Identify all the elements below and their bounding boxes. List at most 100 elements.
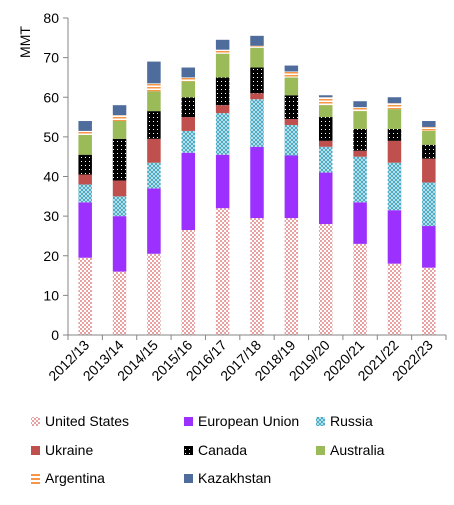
bar-segment-australia-2017-18 (250, 47, 264, 68)
bar-segment-canada-2017-18 (250, 67, 264, 94)
bar-segment-australia-2015-16 (181, 81, 196, 98)
legend-label-canada: Canada (198, 442, 247, 458)
bar-segment-united-states-2013-14 (112, 271, 127, 335)
bar-segment-ukraine-2015-16 (181, 117, 196, 131)
y-tick-label: 0 (51, 327, 59, 343)
y-tick-label: 20 (43, 248, 59, 264)
legend-swatch (184, 446, 193, 455)
bar-segment-russia-2019-20 (318, 146, 333, 173)
bar-segment-united-states-2018-19 (284, 218, 299, 335)
bar-segment-canada-2014-15 (147, 111, 161, 139)
bar-segment-kazakhstan-2021-22 (387, 97, 402, 104)
legend-swatch (316, 446, 325, 455)
bar-segment-united-states-2014-15 (147, 253, 161, 335)
bar-segment-australia-2013-14 (112, 121, 127, 139)
bar-segment-european-union-2022-23 (422, 226, 436, 268)
legend-label-australia: Australia (330, 442, 385, 458)
bar-segment-ukraine-2018-19 (284, 119, 299, 125)
bar-segment-kazakhstan-2022-23 (422, 121, 436, 127)
bar-segment-united-states-2012-13 (78, 257, 92, 335)
bar-segment-european-union-2012-13 (78, 202, 92, 258)
bar-segment-russia-2018-19 (284, 124, 299, 156)
bar-segment-canada-2015-16 (181, 97, 196, 118)
bar-segment-kazakhstan-2012-13 (78, 121, 92, 131)
bar-segment-australia-2020-21 (353, 111, 367, 129)
bar-segment-ukraine-2017-18 (250, 93, 264, 100)
bar-segment-ukraine-2019-20 (318, 140, 333, 147)
legend-label-russia: Russia (330, 413, 373, 429)
bar-segment-kazakhstan-2013-14 (112, 105, 127, 116)
bar-segment-argentina-2014-15 (147, 83, 161, 92)
bar-segment-australia-2019-20 (318, 105, 333, 118)
legend-swatch (31, 474, 40, 484)
bar-segment-australia-2012-13 (78, 134, 92, 155)
legend-label-ukraine: Ukraine (45, 442, 93, 458)
y-tick-label: 30 (43, 208, 59, 224)
bar-segment-australia-2014-15 (147, 91, 161, 112)
legend-swatch (31, 446, 40, 455)
bar-segment-argentina-2020-21 (353, 107, 367, 112)
bar-segment-australia-2022-23 (422, 130, 436, 145)
bar-segment-ukraine-2016-17 (215, 105, 230, 114)
bar-segment-argentina-2022-23 (422, 126, 436, 131)
bar-segment-russia-2015-16 (181, 130, 196, 153)
bar-segment-canada-2022-23 (422, 144, 436, 159)
bar-segment-european-union-2017-18 (250, 146, 264, 219)
bar-segment-kazakhstan-2020-21 (353, 101, 367, 108)
bar-segment-canada-2012-13 (78, 154, 92, 175)
bar-segment-kazakhstan-2015-16 (181, 67, 196, 78)
bar-segment-australia-2018-19 (284, 77, 299, 96)
bar-segment-kazakhstan-2014-15 (147, 61, 161, 84)
bar-segment-european-union-2015-16 (181, 152, 196, 230)
bar-segment-canada-2016-17 (215, 77, 230, 106)
bar-segment-argentina-2018-19 (284, 71, 299, 78)
legend-swatch (316, 417, 325, 426)
bar-segment-australia-2021-22 (387, 109, 402, 129)
legend: United States European Union Russia Ukraine… (31, 413, 385, 486)
bar-segment-european-union-2014-15 (147, 188, 161, 254)
bar-segment-ukraine-2021-22 (387, 140, 402, 163)
y-tick-label: 50 (43, 129, 59, 145)
bar-segment-russia-2021-22 (387, 162, 402, 211)
bar-segment-canada-2021-22 (387, 128, 402, 141)
bar-segment-united-states-2021-22 (387, 263, 402, 335)
bar-segment-kazakhstan-2016-17 (215, 39, 230, 50)
bar-segment-united-states-2017-18 (250, 218, 264, 335)
bar-segment-united-states-2015-16 (181, 229, 196, 335)
bar-segment-canada-2020-21 (353, 128, 367, 151)
bar-segment-russia-2022-23 (422, 182, 436, 227)
bar-segment-russia-2017-18 (250, 99, 264, 147)
y-tick-label: 70 (43, 50, 59, 66)
bar-segment-russia-2016-17 (215, 113, 230, 155)
bar-segment-canada-2013-14 (112, 138, 127, 181)
bar-segment-european-union-2021-22 (387, 210, 402, 264)
bar-segment-united-states-2019-20 (318, 224, 333, 335)
bar-segment-european-union-2016-17 (215, 154, 230, 209)
bar-segment-russia-2012-13 (78, 184, 92, 203)
bar-segment-ukraine-2020-21 (353, 150, 367, 157)
bar-segment-european-union-2019-20 (318, 172, 333, 225)
bar-segment-argentina-2013-14 (112, 115, 127, 122)
legend-label-european-union: European Union (198, 413, 299, 429)
legend-swatch (184, 474, 193, 483)
y-tick-label: 40 (43, 169, 59, 185)
y-axis-title: MMT (17, 26, 33, 58)
legend-label-united-states: United States (45, 413, 129, 429)
y-tick-label: 10 (43, 287, 59, 303)
bar-segment-argentina-2021-22 (387, 103, 402, 110)
bar-segment-ukraine-2013-14 (112, 180, 127, 197)
y-tick-label: 80 (43, 10, 59, 26)
bar-segment-ukraine-2014-15 (147, 138, 161, 163)
legend-label-argentina: Argentina (45, 470, 105, 486)
bar-segment-european-union-2018-19 (284, 155, 299, 219)
bar-segment-ukraine-2022-23 (422, 158, 436, 183)
bar-segment-russia-2020-21 (353, 156, 367, 203)
bar-segment-canada-2019-20 (318, 117, 333, 141)
legend-swatch (31, 417, 40, 426)
bar-segment-russia-2013-14 (112, 196, 127, 217)
bar-segment-argentina-2019-20 (318, 97, 333, 106)
bar-segment-ukraine-2012-13 (78, 174, 92, 185)
y-tick-label: 60 (43, 89, 59, 105)
